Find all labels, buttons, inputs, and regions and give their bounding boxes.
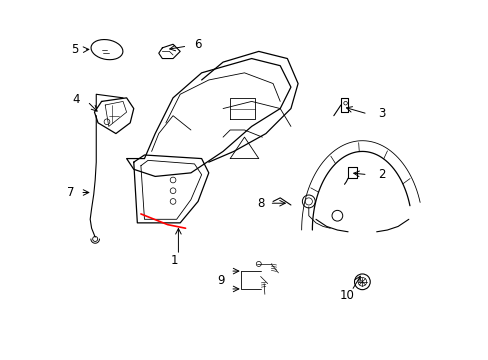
Text: 4: 4 [73,93,80,106]
Text: 7: 7 [67,186,75,199]
Text: 9: 9 [217,274,224,287]
Text: 5: 5 [71,43,78,56]
Text: 8: 8 [256,197,264,210]
Text: 2: 2 [378,168,385,181]
Text: 10: 10 [339,288,354,302]
Text: 3: 3 [378,107,385,120]
Text: 6: 6 [194,38,202,51]
Text: 1: 1 [171,254,178,267]
